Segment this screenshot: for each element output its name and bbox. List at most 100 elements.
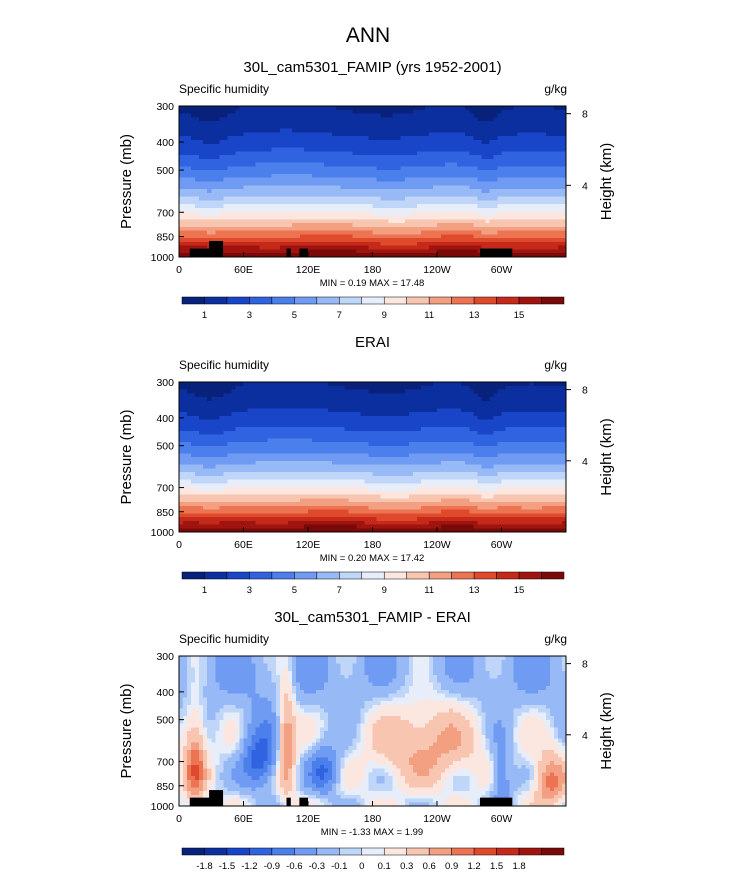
heatmap-cell [505, 121, 510, 126]
heatmap-cell [251, 226, 256, 231]
heatmap-cell [453, 219, 458, 224]
heatmap-cell [344, 155, 349, 160]
heatmap-cell [227, 189, 232, 194]
heatmap-cell [408, 117, 414, 122]
heatmap-cell [239, 412, 244, 417]
heatmap-cell [239, 404, 244, 409]
heatmap-cell [303, 238, 309, 243]
heatmap-cell [549, 241, 555, 247]
heatmap-cell [231, 241, 236, 247]
panel-1: 30L_cam5301_FAMIP (yrs 1952-2001)Specifi… [118, 59, 615, 321]
heatmap-cell [404, 136, 410, 141]
heatmap-cell [263, 219, 269, 224]
heatmap-cell [501, 143, 506, 148]
heatmap-cell [549, 143, 555, 148]
heatmap-cell [388, 181, 394, 186]
heatmap-cell [312, 124, 317, 130]
heatmap-cell [199, 223, 204, 228]
heatmap-cell [473, 192, 478, 198]
heatmap-cell [223, 494, 228, 499]
heatmap-cell [179, 147, 184, 152]
heatmap-cell [320, 109, 325, 114]
heatmap-cell [215, 453, 220, 458]
heatmap-cell [263, 382, 269, 387]
heatmap-cell [513, 143, 519, 148]
heatmap-cell [505, 200, 510, 205]
heatmap-cell [279, 415, 285, 420]
heatmap-cell [199, 117, 204, 122]
heatmap-cell [437, 177, 442, 182]
heatmap-cell [239, 505, 244, 510]
heatmap-cell [215, 472, 220, 477]
heatmap-cell [461, 143, 466, 148]
heatmap-cell [388, 245, 394, 250]
heatmap-cell [259, 513, 265, 518]
heatmap-cell [340, 170, 345, 175]
heatmap-cell [453, 253, 458, 258]
heatmap-cell [279, 253, 285, 258]
heatmap-cell [251, 253, 256, 258]
heatmap-cell [187, 185, 192, 190]
heatmap-cell [360, 173, 365, 179]
heatmap-cell [308, 245, 313, 250]
heatmap-cell [561, 155, 567, 160]
heatmap-cell [271, 442, 277, 447]
heatmap-cell [207, 170, 212, 175]
heatmap-cell [368, 181, 373, 186]
heatmap-cell [372, 155, 377, 160]
heatmap-cell [320, 173, 325, 179]
heatmap-cell [360, 139, 365, 145]
heatmap-cell [453, 181, 458, 186]
heatmap-cell [231, 393, 236, 398]
heatmap-cell [445, 136, 450, 141]
heatmap-cell [437, 223, 442, 228]
heatmap-cell [287, 397, 293, 402]
heatmap-cell [376, 185, 381, 190]
heatmap-cell [372, 136, 377, 141]
heatmap-cell [408, 204, 414, 209]
heatmap-cell [344, 121, 349, 126]
heatmap-cell [553, 147, 559, 152]
heatmap-cell [227, 385, 232, 390]
heatmap-cell [227, 528, 232, 533]
heatmap-cell [275, 109, 281, 114]
heatmap-cell [537, 121, 543, 126]
heatmap-cell [247, 211, 252, 216]
heatmap-cell [477, 185, 482, 190]
heatmap-cell [183, 245, 188, 250]
heatmap-cell [549, 234, 555, 239]
heatmap-cell [441, 158, 446, 164]
heatmap-cell [279, 113, 285, 118]
heatmap-cell [549, 151, 555, 156]
heatmap-cell [368, 162, 373, 167]
heatmap-cell [372, 189, 377, 194]
heatmap-cell [340, 177, 345, 182]
heatmap-cell [324, 215, 329, 220]
heatmap-cell [449, 117, 454, 122]
heatmap-cell [477, 177, 482, 182]
heatmap-cell [384, 151, 390, 156]
heatmap-cell [465, 162, 470, 167]
heatmap-cell [336, 136, 341, 141]
heatmap-cell [372, 162, 377, 167]
heatmap-cell [247, 136, 252, 141]
heatmap-cell [239, 453, 244, 458]
heatmap-cell [501, 117, 506, 122]
heatmap-cell [541, 124, 547, 130]
heatmap-cell [328, 113, 333, 118]
heatmap-cell [211, 113, 216, 118]
heatmap-cell [428, 106, 434, 111]
heatmap-cell [255, 434, 261, 439]
heatmap-cell [344, 117, 349, 122]
heatmap-cell [501, 241, 506, 247]
heatmap-cell [497, 189, 502, 194]
heatmap-cell [384, 181, 390, 186]
heatmap-cell [235, 427, 240, 432]
heatmap-cell [473, 155, 478, 160]
heatmap-cell [211, 196, 216, 201]
heatmap-cell [384, 196, 390, 201]
heatmap-cell [441, 223, 446, 228]
heatmap-cell [191, 483, 196, 488]
heatmap-cell [400, 155, 406, 160]
heatmap-cell [263, 445, 269, 450]
